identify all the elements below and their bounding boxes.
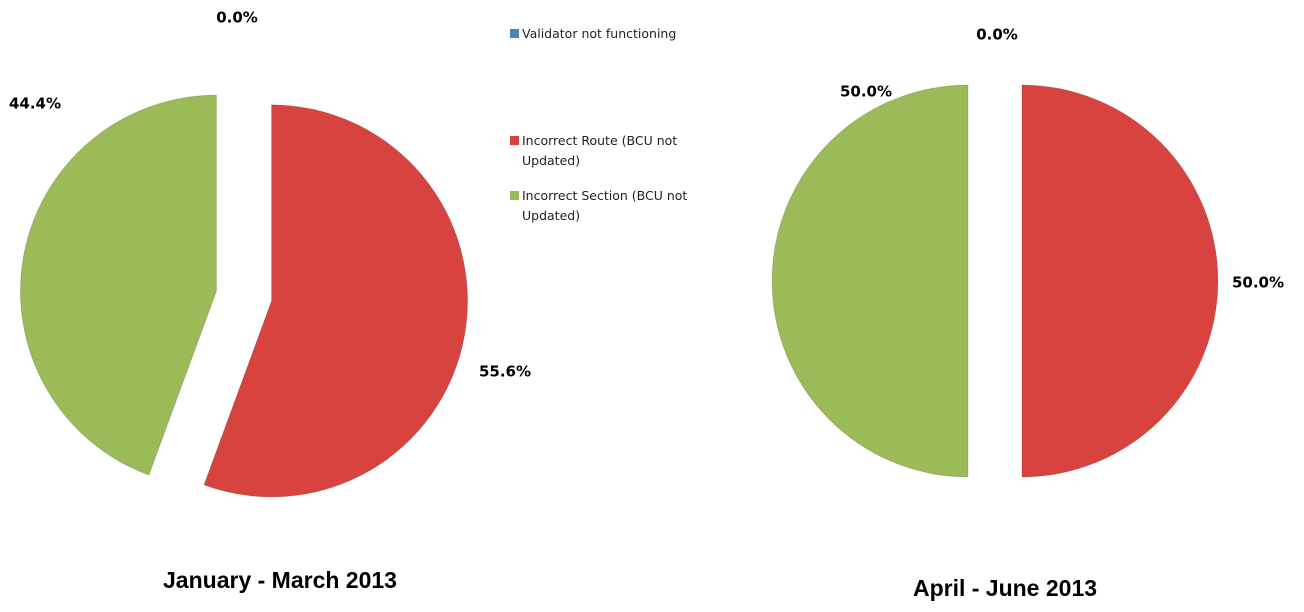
data-label: 44.4% xyxy=(9,95,61,113)
pie-slice xyxy=(771,84,969,478)
legend-label: Validator not functioning xyxy=(522,26,677,41)
legend-item: Incorrect Section (BCU not Updated) xyxy=(510,186,725,226)
legend-swatch xyxy=(510,136,519,145)
data-label: 50.0% xyxy=(840,83,892,101)
data-label: 55.6% xyxy=(479,363,531,381)
legend-label: Incorrect Section (BCU not Updated) xyxy=(522,188,688,223)
data-label: 0.0% xyxy=(976,26,1018,44)
chart-title: April - June 2013 xyxy=(913,575,1097,601)
legend-item: Incorrect Route (BCU not Updated) xyxy=(510,131,725,171)
pie-slice xyxy=(203,104,468,498)
legend-swatch xyxy=(510,29,519,38)
legend-swatch xyxy=(510,191,519,200)
pie-slice xyxy=(1021,84,1219,478)
chart-title: January - March 2013 xyxy=(163,567,397,593)
pie-slice xyxy=(20,94,217,476)
data-label: 50.0% xyxy=(1232,274,1284,292)
data-label: 0.0% xyxy=(216,9,258,27)
legend-item: Validator not functioning xyxy=(510,24,725,44)
legend-label: Incorrect Route (BCU not Updated) xyxy=(522,133,678,168)
